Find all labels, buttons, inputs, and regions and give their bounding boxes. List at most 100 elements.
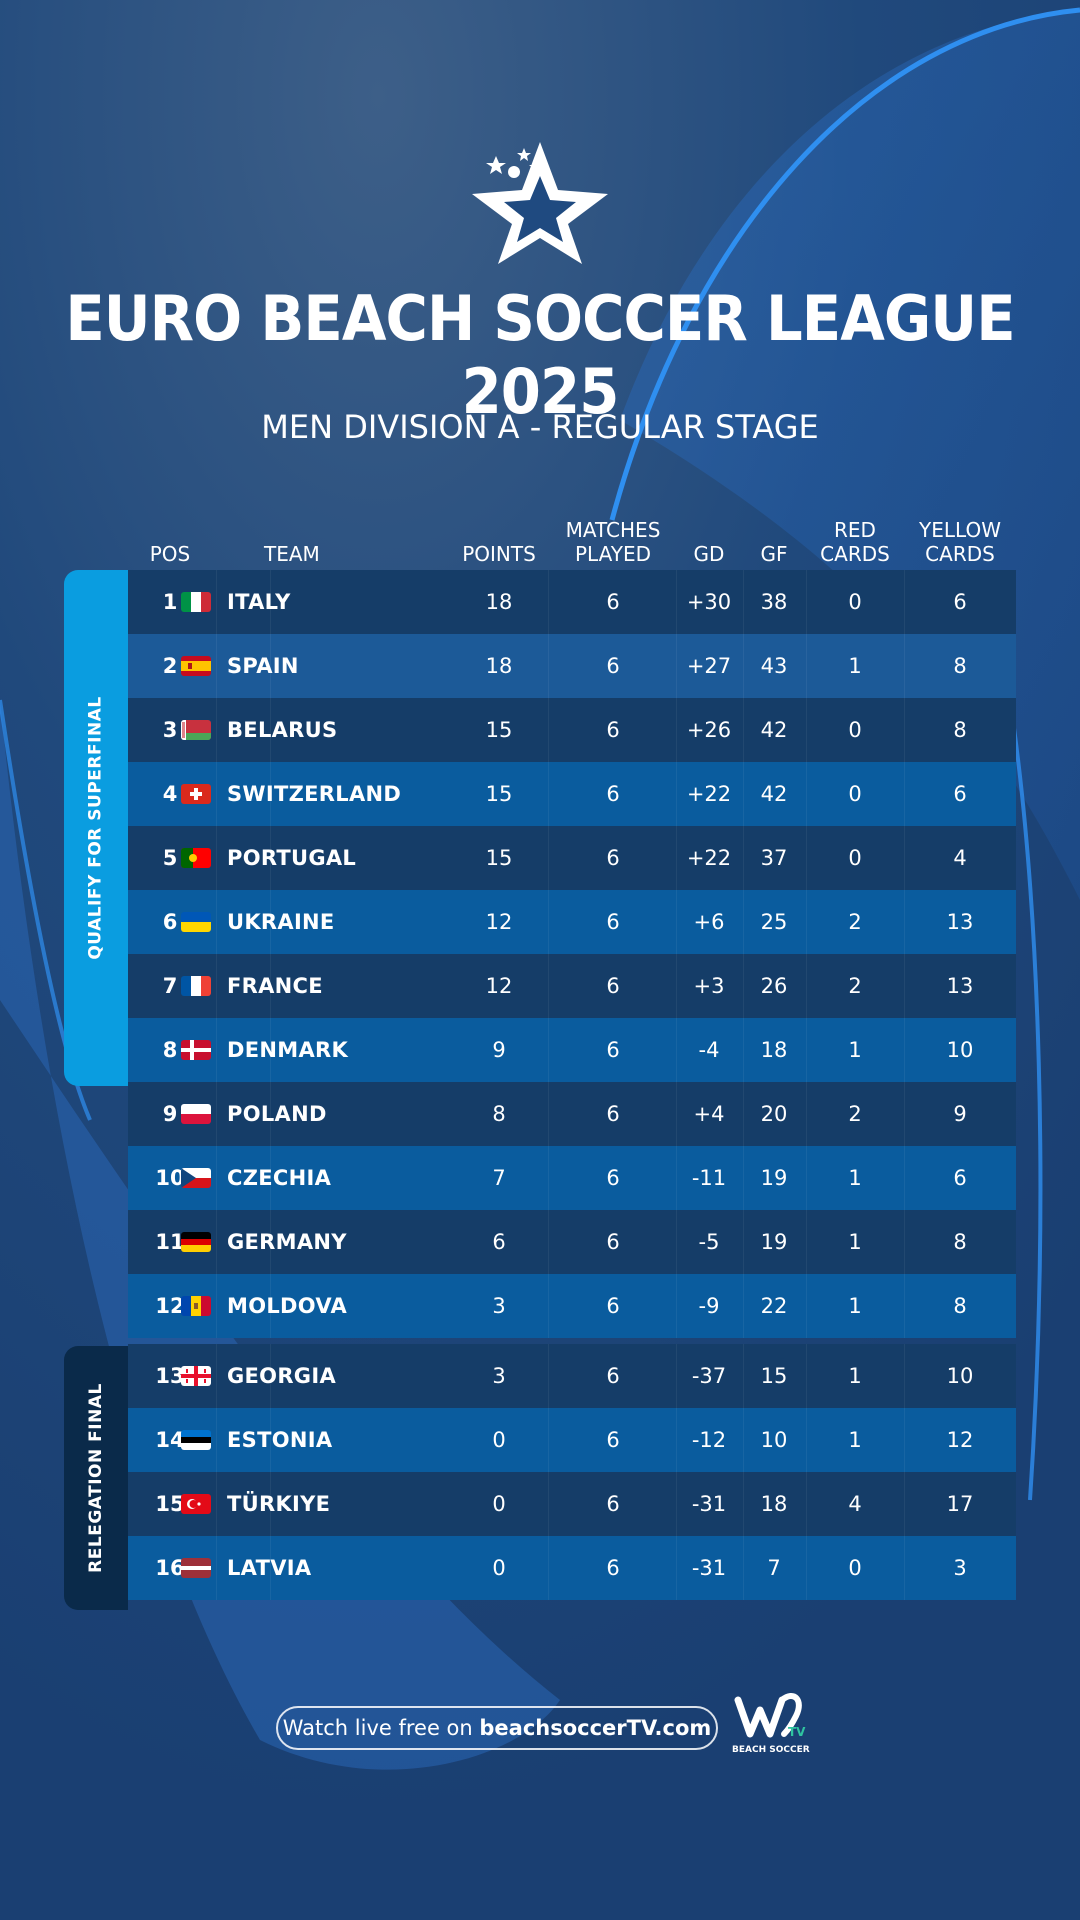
france-flag-icon (181, 976, 211, 996)
belarus-flag-icon (181, 720, 211, 740)
latvia-flag-icon (181, 1558, 211, 1578)
goals-for-cell: 43 (760, 654, 788, 678)
red-cards-cell: 1 (848, 1230, 862, 1254)
column-divider (270, 570, 271, 634)
column-divider (270, 1018, 271, 1082)
column-divider (806, 954, 807, 1018)
georgia-flag-icon (181, 1366, 211, 1386)
ukraine-flag-icon (181, 912, 211, 932)
column-divider (904, 1536, 905, 1600)
yellow-cards-cell: 12 (946, 1428, 974, 1452)
goal-difference-cell: +22 (686, 846, 732, 870)
column-divider (270, 762, 271, 826)
qualify-zone-label: QUALIFY FOR SUPERFINAL (64, 570, 128, 1086)
position-cell: 9 (162, 1102, 178, 1126)
column-divider (806, 1536, 807, 1600)
points-cell: 6 (492, 1230, 506, 1254)
column-divider (270, 826, 271, 890)
column-divider (904, 1274, 905, 1338)
goals-for-cell: 20 (760, 1102, 788, 1126)
points-cell: 12 (485, 910, 513, 934)
column-divider (743, 698, 744, 762)
column-divider (216, 570, 217, 634)
red-cards-cell: 2 (848, 910, 862, 934)
column-divider (216, 1274, 217, 1338)
points-cell: 18 (485, 590, 513, 614)
column-divider (676, 1408, 677, 1472)
column-divider (743, 570, 744, 634)
column-divider (676, 890, 677, 954)
goal-difference-cell: -31 (691, 1492, 727, 1516)
matches-played-cell: 6 (606, 1294, 620, 1318)
column-divider (806, 570, 807, 634)
watch-live-site: beachsoccerTV.com (479, 1716, 712, 1740)
column-divider (676, 1210, 677, 1274)
column-divider (904, 1210, 905, 1274)
column-divider (904, 890, 905, 954)
table-row: 7 12 6 +3 26 2 13 FRANCE (128, 954, 1016, 1018)
column-divider (216, 826, 217, 890)
table-row: 4 15 6 +22 42 0 6 SWITZERLAND (128, 762, 1016, 826)
column-divider (904, 954, 905, 1018)
column-divider (904, 634, 905, 698)
red-cards-cell: 1 (848, 1294, 862, 1318)
column-divider (548, 1146, 549, 1210)
column-divider (806, 698, 807, 762)
goal-difference-cell: -31 (691, 1556, 727, 1580)
goals-for-cell: 38 (760, 590, 788, 614)
italy-flag-icon (181, 592, 211, 612)
table-row: 2 18 6 +27 43 1 8 SPAIN (128, 634, 1016, 698)
column-divider (676, 762, 677, 826)
column-divider (904, 1472, 905, 1536)
yellow-cards-cell: 6 (953, 590, 967, 614)
column-divider (676, 1018, 677, 1082)
red-cards-cell: 1 (848, 1038, 862, 1062)
yellow-cards-cell: 8 (953, 718, 967, 742)
czechia-flag-icon (181, 1168, 211, 1188)
column-divider (548, 1210, 549, 1274)
turkiye-flag-icon (181, 1494, 211, 1514)
column-divider (548, 1536, 549, 1600)
column-divider (216, 634, 217, 698)
column-divider (216, 1018, 217, 1082)
column-divider (904, 762, 905, 826)
yellow-cards-cell: 13 (946, 910, 974, 934)
column-divider (743, 762, 744, 826)
position-cell: 3 (162, 718, 178, 742)
goals-for-cell: 19 (760, 1166, 788, 1190)
red-cards-cell: 1 (848, 1428, 862, 1452)
column-divider (548, 570, 549, 634)
column-divider (270, 1210, 271, 1274)
goal-difference-cell: -5 (698, 1230, 720, 1254)
column-divider (216, 1146, 217, 1210)
column-divider (548, 1274, 549, 1338)
goals-for-cell: 18 (760, 1492, 788, 1516)
goal-difference-cell: +27 (686, 654, 732, 678)
goals-for-cell: 42 (760, 782, 788, 806)
team-name-cell: ESTONIA (227, 1428, 333, 1452)
col-team: TEAM (264, 542, 320, 566)
goal-difference-cell: +4 (693, 1102, 725, 1126)
column-divider (216, 762, 217, 826)
column-divider (806, 1344, 807, 1408)
table-row: 12 3 6 -9 22 1 8 MOLDOVA (128, 1274, 1016, 1338)
column-divider (548, 1082, 549, 1146)
column-divider (548, 826, 549, 890)
matches-played-cell: 6 (606, 1556, 620, 1580)
col-gd: GD (693, 542, 725, 566)
column-divider (904, 1408, 905, 1472)
table-row: 9 8 6 +4 20 2 9 POLAND (128, 1082, 1016, 1146)
team-name-cell: DENMARK (227, 1038, 349, 1062)
position-cell: 5 (162, 846, 178, 870)
yellow-cards-cell: 13 (946, 974, 974, 998)
table-row: 5 15 6 +22 37 0 4 PORTUGAL (128, 826, 1016, 890)
column-divider (743, 1536, 744, 1600)
goals-for-cell: 15 (760, 1364, 788, 1388)
relegation-zone-label: RELEGATION FINAL (64, 1346, 128, 1610)
watch-live-prefix: Watch live free on (282, 1716, 480, 1740)
watch-live-link[interactable]: Watch live free on beachsoccerTV.com (276, 1706, 718, 1750)
column-divider (270, 1274, 271, 1338)
column-divider (676, 1146, 677, 1210)
column-divider (676, 1472, 677, 1536)
poland-flag-icon (181, 1104, 211, 1124)
